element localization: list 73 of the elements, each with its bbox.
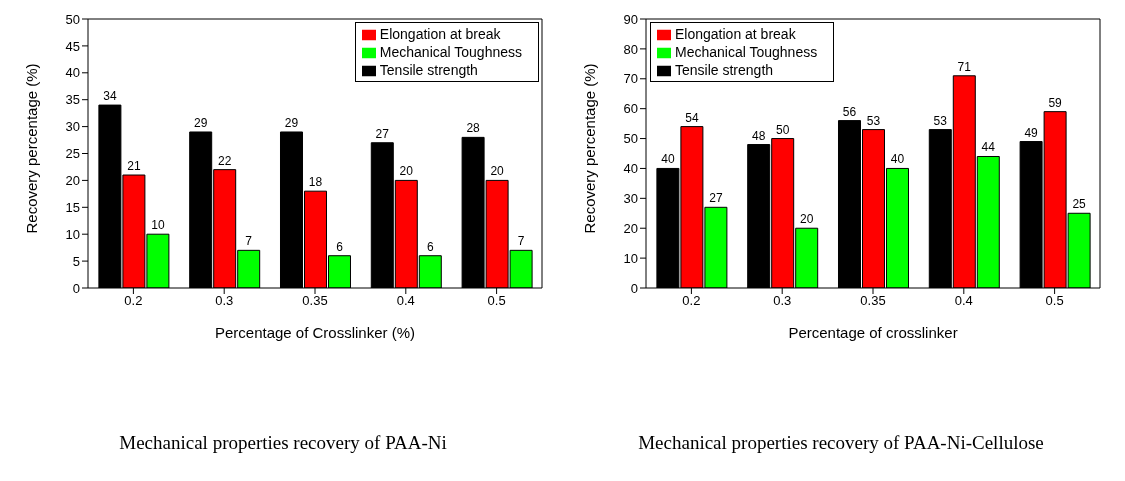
x-tick-label: 0.4 <box>954 293 973 309</box>
y-tick-label: 45 <box>65 38 80 54</box>
x-tick-label: 0.5 <box>1045 293 1064 309</box>
x-tick-label: 0.5 <box>487 293 506 309</box>
y-tick-label: 50 <box>623 131 638 147</box>
x-tick-label: 0.2 <box>124 293 143 309</box>
y-tick-label: 10 <box>65 226 80 242</box>
data-label: 49 <box>1024 125 1039 140</box>
x-tick-label: 0.2 <box>682 293 701 309</box>
data-label: 40 <box>890 152 905 167</box>
y-tick-label: 5 <box>72 253 80 269</box>
data-label: 71 <box>957 59 972 74</box>
y-tick-label: 20 <box>65 173 80 189</box>
data-label: 7 <box>517 234 525 249</box>
y-tick-label: 80 <box>623 41 638 57</box>
data-label: 29 <box>284 115 299 130</box>
data-label: 56 <box>842 104 857 119</box>
data-label: 18 <box>308 175 323 190</box>
data-label: 21 <box>127 159 141 174</box>
data-label: 20 <box>490 164 505 179</box>
data-label: 50 <box>776 122 790 137</box>
x-tick-label: 0.3 <box>215 293 234 309</box>
y-tick-label: 50 <box>65 11 80 27</box>
data-label: 40 <box>661 152 675 167</box>
data-label: 10 <box>151 218 165 233</box>
y-tick-label: 40 <box>623 161 638 177</box>
x-tick-label: 0.4 <box>396 293 415 309</box>
data-label: 27 <box>375 126 390 141</box>
data-label: 22 <box>218 153 232 168</box>
y-tick-label: 40 <box>65 65 80 81</box>
data-label: 44 <box>981 140 996 155</box>
data-label: 7 <box>245 234 253 249</box>
data-label: 53 <box>866 113 881 128</box>
text: Mechanical properties recovery of PAA-Ni-Cellulose <box>637 432 1045 454</box>
legend-label: Elongation at break <box>379 26 501 42</box>
y-axis-title: Recovery percentage (%) <box>23 63 41 234</box>
legend-label: Tensile strength <box>675 62 774 78</box>
data-label: 48 <box>752 128 766 143</box>
data-label: 20 <box>399 164 414 179</box>
legend-label: Tensile strength <box>379 62 478 78</box>
y-tick-label: 60 <box>623 101 638 117</box>
data-label: 6 <box>336 239 344 254</box>
x-axis-title: Percentage of crosslinker <box>788 324 958 341</box>
y-tick-label: 30 <box>65 119 80 135</box>
data-label: 29 <box>194 115 208 130</box>
legend-label: Mechanical Toughness <box>675 44 818 60</box>
data-label: 59 <box>1048 95 1063 110</box>
data-label: 25 <box>1072 197 1087 212</box>
data-label: 28 <box>466 121 481 136</box>
data-label: 20 <box>800 212 814 227</box>
data-label: 27 <box>709 191 723 206</box>
y-tick-label: 0 <box>630 280 638 296</box>
x-axis-title: Percentage of Crosslinker (%) <box>214 324 416 341</box>
y-tick-label: 20 <box>623 220 638 236</box>
legend-label: Mechanical Toughness <box>379 44 522 60</box>
y-tick-label: 15 <box>65 199 80 215</box>
y-tick-label: 25 <box>65 146 80 162</box>
y-tick-label: 10 <box>623 250 638 266</box>
y-tick-label: 90 <box>623 11 638 27</box>
y-axis-title: Recovery percentage (%) <box>581 63 599 234</box>
data-label: 6 <box>426 239 434 254</box>
text: Mechanical properties recovery of PAA-Ni <box>118 432 448 454</box>
y-tick-label: 30 <box>623 190 638 206</box>
y-tick-label: 70 <box>623 71 638 87</box>
x-tick-label: 0.35 <box>302 293 328 309</box>
x-tick-label: 0.35 <box>860 293 886 309</box>
data-label: 53 <box>933 113 948 128</box>
data-label: 34 <box>103 89 117 104</box>
y-tick-label: 0 <box>72 280 80 296</box>
x-tick-label: 0.3 <box>773 293 792 309</box>
legend-label: Elongation at break <box>675 26 796 42</box>
y-tick-label: 35 <box>65 92 80 108</box>
data-label: 54 <box>685 110 699 125</box>
